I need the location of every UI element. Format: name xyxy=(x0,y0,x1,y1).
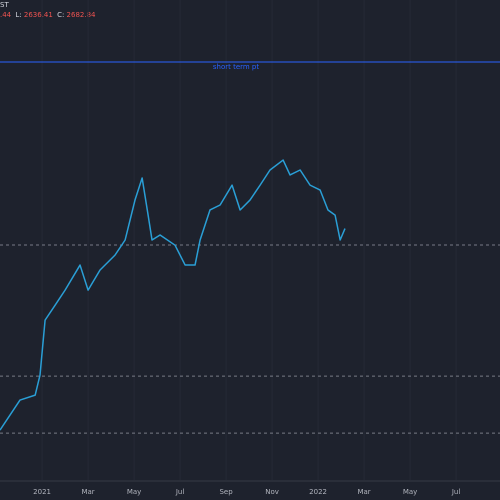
high-fragment: .44 xyxy=(0,11,12,19)
price-line xyxy=(0,159,346,431)
symbol: ST xyxy=(0,1,9,9)
x-tick-label: Sep xyxy=(219,488,233,496)
x-tick-label: May xyxy=(403,488,417,496)
level-label: short term pt xyxy=(213,63,260,71)
close-label: C: xyxy=(57,11,64,19)
x-tick-label: Mar xyxy=(81,488,94,496)
x-tick-label: Jul xyxy=(451,488,461,496)
x-tick-label: Mar xyxy=(357,488,370,496)
x-tick-label: Jul xyxy=(175,488,185,496)
x-tick-label: 2022 xyxy=(309,488,327,496)
x-tick-label: May xyxy=(127,488,141,496)
x-tick-label: 2021 xyxy=(33,488,51,496)
x-tick-label: Nov xyxy=(265,488,279,496)
low-label: L: xyxy=(15,11,21,19)
ohlc-line: .44 L: 2636.41 C: 2682.84 xyxy=(0,11,96,19)
close-value: 2682.84 xyxy=(67,11,96,19)
low-value: 2636.41 xyxy=(24,11,53,19)
